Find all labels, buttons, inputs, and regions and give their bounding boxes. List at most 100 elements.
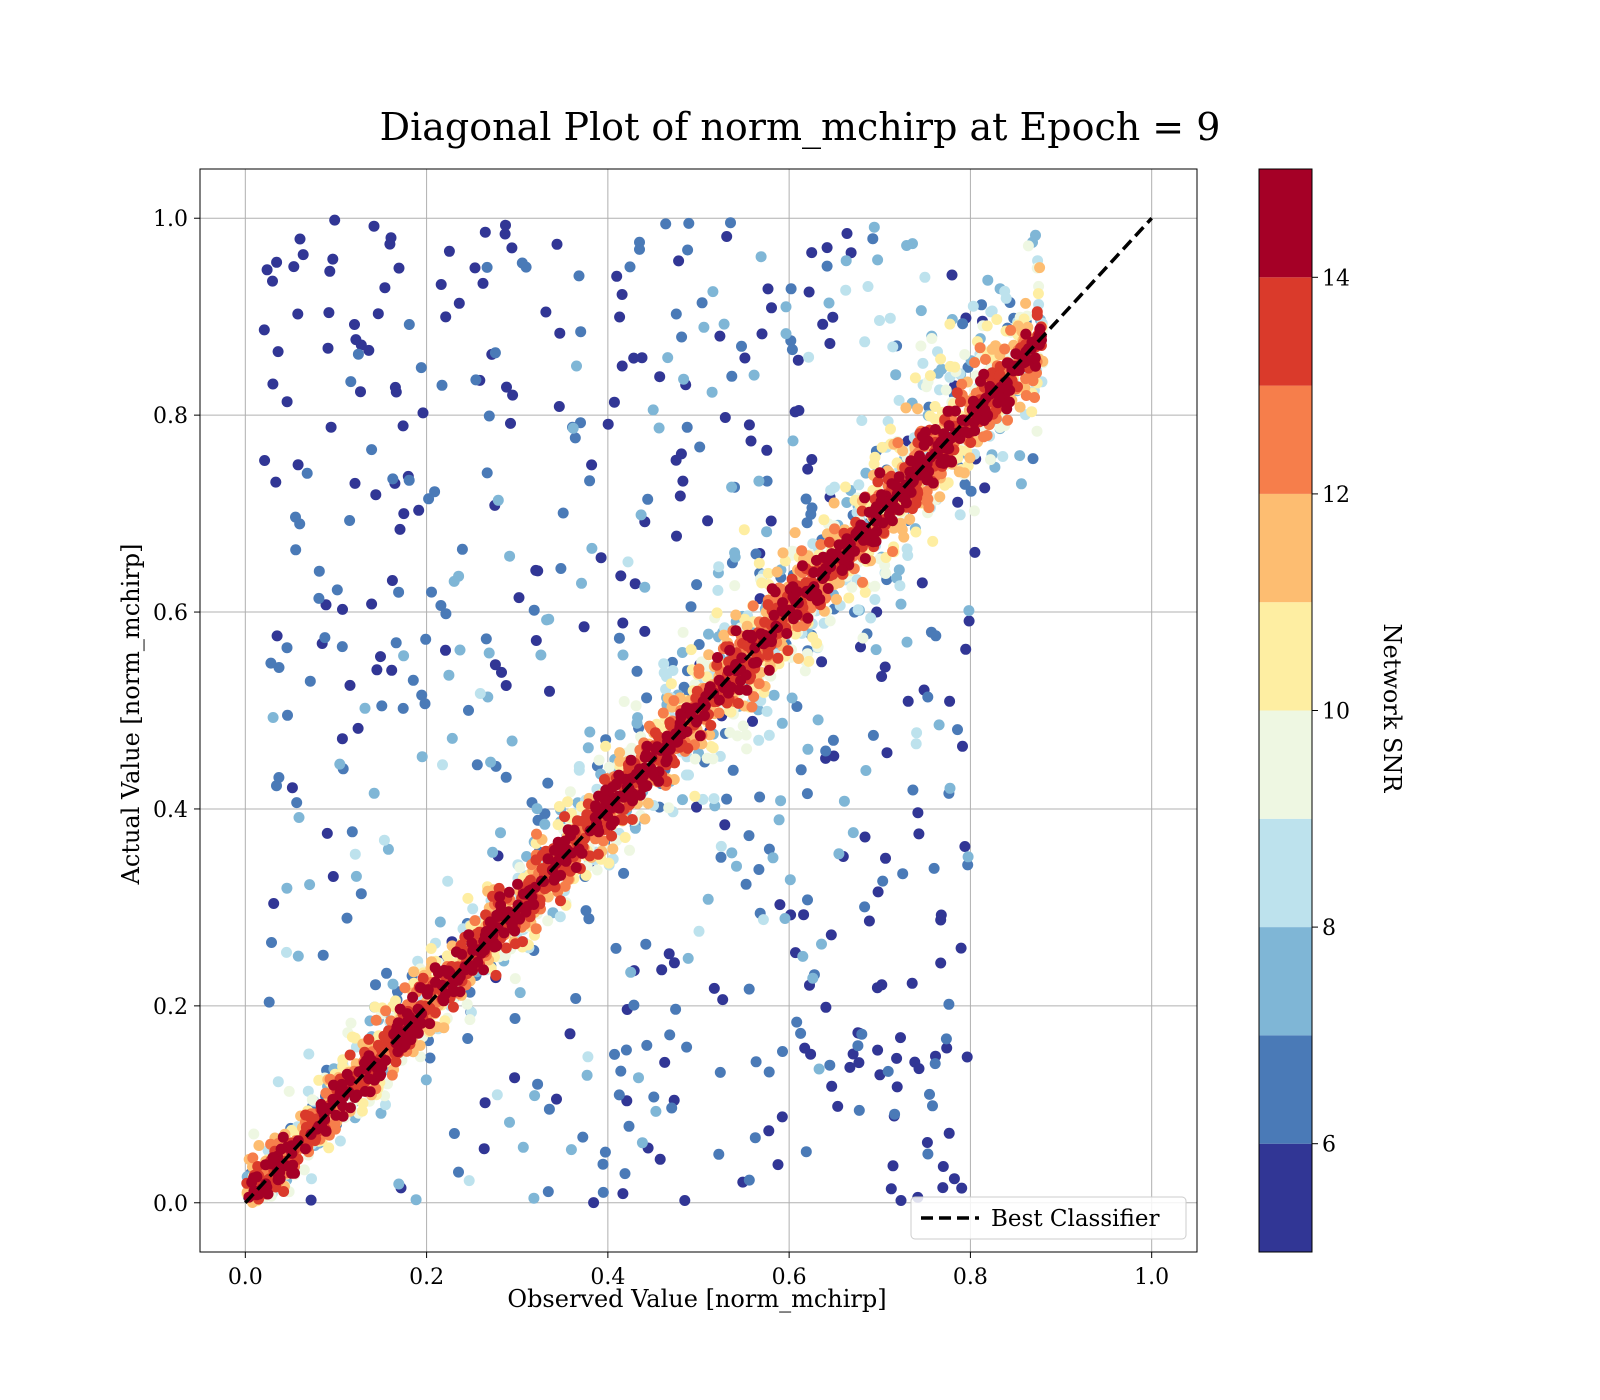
scatter-point <box>471 928 483 940</box>
scatter-point <box>664 1029 676 1041</box>
scatter-point <box>653 422 665 434</box>
scatter-point <box>528 604 540 616</box>
scatter-point <box>895 1195 907 1206</box>
scatter-point <box>554 327 566 339</box>
scatter-point <box>676 647 688 658</box>
scatter-point <box>887 341 899 353</box>
scatter-point <box>694 441 706 453</box>
scatter-point <box>997 451 1009 462</box>
scatter-point <box>650 1105 662 1117</box>
scatter-point <box>763 664 775 676</box>
scatter-point <box>746 701 758 713</box>
scatter-point <box>503 886 515 898</box>
scatter-point <box>963 605 975 617</box>
scatter-point <box>959 349 971 360</box>
scatter-point <box>398 508 410 520</box>
scatter-point <box>631 665 643 677</box>
scatter-point <box>838 795 850 807</box>
scatter-point <box>741 620 753 632</box>
scatter-point <box>350 870 362 882</box>
scatter-point <box>994 422 1006 433</box>
scatter-point <box>552 819 564 831</box>
scatter-point <box>748 369 760 381</box>
scatter-point <box>682 244 694 256</box>
scatter-point <box>638 781 650 793</box>
scatter-point <box>337 1100 349 1112</box>
scatter-point <box>304 879 316 891</box>
scatter-point <box>1032 288 1044 300</box>
scatter-point <box>349 319 360 330</box>
scatter-point <box>618 791 629 803</box>
scatter-point <box>887 1160 899 1172</box>
scatter-point <box>753 734 765 746</box>
scatter-point <box>859 492 871 504</box>
scatter-point <box>336 641 348 653</box>
scatter-point <box>422 984 434 996</box>
scatter-point <box>777 547 789 559</box>
scatter-point <box>467 945 479 957</box>
scatter-point <box>776 1111 788 1123</box>
scatter-point <box>582 742 594 754</box>
scatter-point <box>976 299 987 311</box>
scatter-point <box>689 790 701 802</box>
scatter-point <box>893 394 905 406</box>
scatter-point <box>462 1033 474 1044</box>
scatter-point <box>448 575 460 587</box>
scatter-point <box>893 564 905 576</box>
scatter-point <box>881 747 893 759</box>
scatter-point <box>927 1100 938 1112</box>
scatter-point <box>273 662 285 673</box>
scatter-point <box>933 719 945 731</box>
scatter-point <box>677 475 689 487</box>
scatter-point <box>885 1183 897 1195</box>
scatter-point <box>823 536 835 548</box>
scatter-point <box>718 318 730 330</box>
scatter-point <box>739 352 751 364</box>
scatter-point <box>991 314 1003 325</box>
scatter-point <box>419 698 431 710</box>
scatter-point <box>827 734 839 746</box>
scatter-point <box>477 277 489 289</box>
scatter-point <box>501 381 512 393</box>
scatter-point <box>270 476 282 488</box>
scatter-point <box>505 417 516 429</box>
colorbar-tick-label: 12 <box>1322 483 1350 508</box>
scatter-point <box>886 515 898 527</box>
scatter-point <box>786 692 798 704</box>
scatter-point <box>972 413 983 425</box>
scatter-point <box>721 231 733 242</box>
scatter-point <box>417 407 429 419</box>
scatter-point <box>1015 478 1027 490</box>
scatter-point <box>762 567 774 579</box>
scatter-point <box>763 843 775 855</box>
scatter-point <box>829 523 840 535</box>
scatter-point <box>802 743 814 755</box>
scatter-point <box>318 1108 330 1120</box>
scatter-point <box>629 578 641 590</box>
scatter-point <box>660 756 672 768</box>
scatter-point <box>985 454 996 466</box>
scatter-point <box>424 1052 436 1064</box>
scatter-point <box>539 808 551 820</box>
scatter-point <box>485 756 497 768</box>
scatter-point <box>703 628 714 640</box>
scatter-point <box>979 405 991 417</box>
scatter-point <box>481 261 493 273</box>
scatter-point <box>691 801 702 813</box>
scatter-point <box>517 1141 529 1153</box>
scatter-point <box>836 564 848 576</box>
scatter-point <box>820 745 832 757</box>
scatter-point <box>791 1016 803 1028</box>
scatter-point <box>730 609 742 621</box>
scatter-point <box>615 570 627 582</box>
scatter-point <box>727 764 739 776</box>
scatter-point <box>378 834 390 846</box>
scatter-point <box>334 758 346 770</box>
scatter-point <box>937 1182 949 1194</box>
scatter-point <box>521 851 533 862</box>
x-tick-label: 0.6 <box>772 1265 807 1290</box>
scatter-point <box>788 613 799 625</box>
colorbar-segment <box>1259 169 1312 278</box>
scatter-point <box>868 221 880 233</box>
scatter-points <box>241 214 1049 1209</box>
